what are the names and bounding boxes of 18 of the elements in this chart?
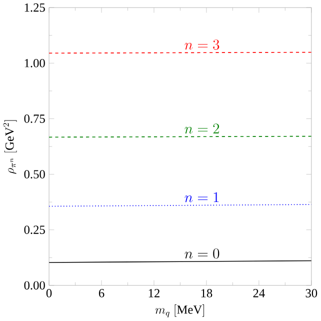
y-tick-label: 1.25 — [24, 4, 45, 12]
x-tick-label: 18 — [201, 289, 212, 298]
x-tick-label: 30 — [306, 289, 318, 298]
x-tick-label: 24 — [253, 289, 265, 298]
y-tick-label: 0.25 — [24, 226, 45, 234]
y-tick-label: 1.00 — [24, 59, 45, 68]
x-tick-label: 0 — [46, 289, 52, 298]
y-tick-label: 0.75 — [24, 114, 45, 124]
series-label: $n=2$ — [184, 124, 220, 134]
y-tick-label: 0.00 — [24, 281, 45, 290]
x-tick-label: 12 — [148, 289, 160, 298]
x-tick-label: 6 — [98, 289, 104, 298]
y-axis-title: $\rho_{\pi^n}\ [\mathrm{GeV}^2]$ — [3, 120, 17, 174]
y-tick-label: 0.50 — [24, 170, 45, 179]
series-label: $n=1$ — [184, 192, 219, 202]
series-label: $n=3$ — [184, 40, 220, 50]
x-axis-title: $m_q\ [\mathrm{MeV}]$ — [155, 304, 204, 318]
series-label: $n=0$ — [184, 248, 220, 259]
